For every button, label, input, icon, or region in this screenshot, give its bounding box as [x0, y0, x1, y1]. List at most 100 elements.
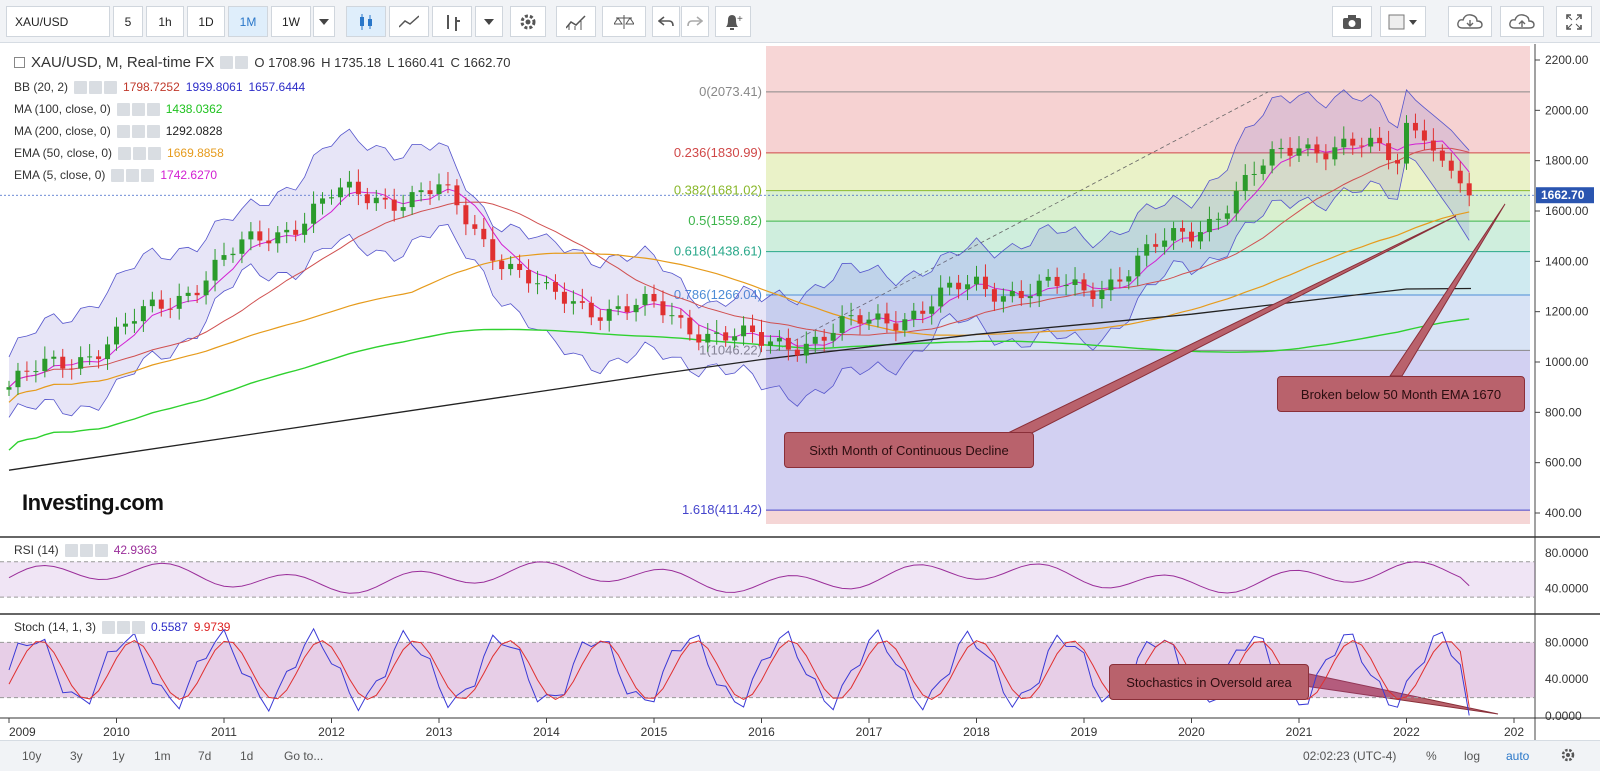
candle-body — [1260, 165, 1266, 174]
cloud-download-button[interactable] — [1448, 6, 1492, 37]
indicator-legend-ema50[interactable]: EMA (50, close, 0) 1669.8858 — [14, 146, 224, 160]
fullscreen-button[interactable] — [1556, 6, 1592, 37]
candle-body — [454, 185, 460, 206]
candle-body — [1063, 284, 1069, 287]
price-tick-label: 2000.00 — [1545, 103, 1589, 117]
candle-body — [409, 192, 415, 208]
candle-body — [588, 302, 594, 318]
price-tick-label: 1800.00 — [1545, 154, 1589, 168]
candle-body — [337, 187, 343, 198]
interval-1m[interactable]: 1M — [228, 6, 268, 37]
candle-body — [1314, 144, 1320, 154]
candle-body — [669, 315, 675, 317]
settings-button[interactable] — [510, 6, 546, 37]
indicator-icons[interactable] — [111, 168, 155, 182]
range-10y[interactable]: 10y — [22, 749, 42, 763]
percent-toggle[interactable]: % — [1426, 749, 1437, 763]
fibonacci-retracement: 0(2073.41) 0.236(1830.99) 0.382(1681.02) 0.… — [0, 46, 1535, 524]
cloud-upload-button[interactable] — [1500, 6, 1544, 37]
candle-body — [346, 181, 352, 188]
auto-toggle[interactable]: auto — [1506, 749, 1530, 763]
bell-plus-icon: + — [726, 14, 743, 30]
undo-icon — [658, 15, 674, 26]
collapse-icon[interactable] — [14, 57, 25, 68]
candle-body — [42, 358, 48, 372]
candle-body — [526, 270, 532, 284]
candle-body — [1439, 150, 1445, 161]
goto-button[interactable]: Go to... — [284, 749, 324, 763]
candle-body — [1359, 145, 1365, 147]
ma200-value: 1292.0828 — [165, 124, 223, 138]
interval-1w[interactable]: 1W — [271, 6, 311, 37]
interval-5[interactable]: 5 — [113, 6, 143, 37]
candle-body — [158, 299, 164, 309]
time-tick-label: 2019 — [1071, 725, 1098, 739]
indicator-icons[interactable] — [102, 620, 146, 634]
indicator-icons[interactable] — [118, 146, 162, 160]
candle-body — [373, 197, 379, 204]
indicators-button[interactable] — [556, 6, 596, 37]
symbol-input[interactable]: XAU/USD — [6, 6, 110, 37]
indicator-legend-ma200[interactable]: MA (200, close, 0) 1292.0828 — [14, 124, 222, 138]
candle-body — [239, 239, 245, 254]
interval-dropdown-button[interactable] — [313, 6, 335, 37]
indicator-icons[interactable] — [116, 102, 160, 116]
candle-body — [660, 301, 666, 316]
fib-zone — [766, 350, 1530, 511]
alert-button[interactable]: + — [715, 6, 751, 37]
chart-type-dropdown-button[interactable] — [475, 6, 503, 37]
settings-icon[interactable] — [1560, 747, 1576, 766]
indicator-name: BB (20, 2) — [14, 80, 69, 94]
indicator-legend-bb[interactable]: BB (20, 2) 1798.7252 1939.8061 1657.6444 — [14, 80, 305, 94]
line-chart-button[interactable] — [389, 6, 429, 37]
redo-button[interactable] — [681, 6, 709, 37]
indicator-legend-ma100[interactable]: MA (100, close, 0) 1438.0362 — [14, 102, 222, 116]
bollinger-upper — [8, 88, 1470, 358]
indicator-legend-ema5[interactable]: EMA (5, close, 0) 1742.6270 — [14, 168, 217, 182]
candle-body — [1180, 228, 1186, 232]
undo-button[interactable] — [652, 6, 680, 37]
candle-body — [974, 276, 979, 285]
range-1y[interactable]: 1y — [112, 749, 125, 763]
candle-body — [1412, 122, 1418, 131]
candle-body — [1117, 279, 1123, 282]
symbol-title: XAU/USD, M, Real-time FX — [31, 54, 215, 71]
ema5-value: 1742.6270 — [160, 168, 218, 182]
chart-area[interactable]: 0(2073.41) 0.236(1830.99) 0.382(1681.02) 0.… — [0, 44, 1600, 744]
rsi-pane: 80.0000 40.0000 — [0, 546, 1589, 598]
indicator-icons[interactable] — [74, 80, 118, 94]
candle-body — [15, 370, 21, 388]
candle-body — [1153, 244, 1159, 247]
stoch-axis-label: 80.0000 — [1545, 635, 1589, 649]
candle-body — [1242, 174, 1248, 191]
fib-anchor-line — [775, 91, 1269, 351]
candle-body — [633, 304, 639, 313]
candle-body — [866, 319, 872, 324]
stoch-legend[interactable]: Stoch (14, 1, 3) 0.5587 9.9739 — [14, 620, 230, 634]
candles-button[interactable] — [346, 6, 386, 37]
bars-button[interactable] — [432, 6, 472, 37]
candle-body — [875, 313, 881, 320]
rsi-legend[interactable]: RSI (14) 42.9363 — [14, 543, 157, 557]
interval-1h[interactable]: 1h — [146, 6, 184, 37]
time-axis: 2009 2010 2011 2012 2013 2014 2015 2016 2017 2018… — [8, 718, 1524, 739]
screenshot-button[interactable] — [1332, 6, 1372, 37]
range-1m[interactable]: 1m — [154, 749, 171, 763]
interval-1d[interactable]: 1D — [187, 6, 225, 37]
candle-body — [311, 203, 317, 224]
candle-body — [284, 229, 290, 233]
indicator-icons[interactable] — [116, 124, 160, 138]
log-toggle[interactable]: log — [1464, 749, 1481, 763]
callout-stochastics: Stochastics in Oversold area — [1109, 664, 1309, 700]
candle-body — [69, 368, 75, 370]
candle-body — [230, 253, 236, 256]
time-tick-label: 2021 — [1286, 725, 1313, 739]
layout-button[interactable] — [1380, 6, 1426, 37]
indicator-icons[interactable] — [64, 543, 108, 557]
range-7d[interactable]: 7d — [198, 749, 212, 763]
range-1d[interactable]: 1d — [240, 749, 254, 763]
candle-body — [911, 310, 917, 320]
compare-button[interactable] — [602, 6, 646, 37]
range-3y[interactable]: 3y — [70, 749, 83, 763]
candle-body — [320, 198, 326, 204]
